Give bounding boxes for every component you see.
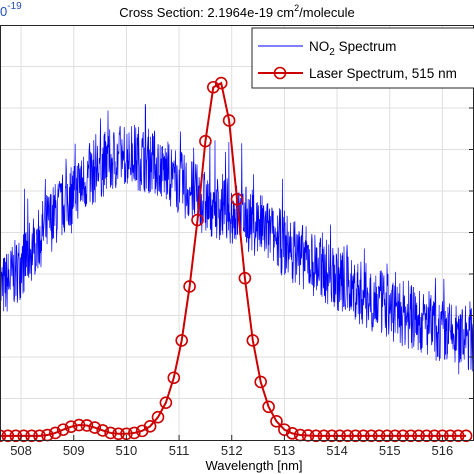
y-exponent-prefix: 0 xyxy=(0,4,7,19)
laser-point xyxy=(349,429,362,443)
laser-point xyxy=(309,429,323,443)
laser-point xyxy=(246,334,260,347)
laser-point xyxy=(96,424,109,437)
laser-point xyxy=(199,134,212,148)
laser-point xyxy=(372,429,386,443)
laser-point xyxy=(0,429,7,443)
legend-no2-sub: 2 xyxy=(329,47,335,58)
laser-point xyxy=(364,429,378,443)
laser-point xyxy=(254,375,268,389)
no2-spectrum-line xyxy=(0,104,474,375)
laser-point xyxy=(159,396,173,409)
laser-point xyxy=(420,429,433,443)
x-ticks: 508 509 510 511 512 513 514 515 516 xyxy=(10,66,474,458)
chart-title: Cross Section: 2.1964e-19 cm2/molecule xyxy=(119,3,355,20)
laser-point xyxy=(222,114,236,127)
legend-laser-label: Laser Spectrum, 515 nm xyxy=(309,66,457,81)
laser-point xyxy=(143,420,157,433)
x-axis-label: Wavelength [nm] xyxy=(205,458,302,473)
laser-point xyxy=(191,213,204,227)
laser-point xyxy=(112,427,125,441)
laser-point xyxy=(175,334,188,347)
laser-point xyxy=(404,429,418,443)
legend-box xyxy=(251,27,474,89)
x-tick-label: 512 xyxy=(221,443,243,458)
chart-title-suffix: /molecule xyxy=(299,5,355,20)
laser-point xyxy=(238,271,252,285)
x-tick-label: 515 xyxy=(379,443,401,458)
x-tick-label: 510 xyxy=(116,443,138,458)
laser-point xyxy=(357,429,370,443)
laser-spectrum-line xyxy=(0,81,467,437)
laser-point xyxy=(48,426,62,440)
laser-point xyxy=(128,426,141,440)
legend-no2-label: NO2 Spectrum xyxy=(309,39,396,58)
laser-point xyxy=(380,429,394,443)
x-tick-label: 509 xyxy=(63,443,85,458)
laser-point xyxy=(17,429,31,443)
laser-point xyxy=(436,429,449,443)
laser-point xyxy=(88,421,102,434)
laser-point xyxy=(428,429,441,443)
laser-point xyxy=(341,429,354,443)
laser-point xyxy=(214,76,228,90)
laser-point xyxy=(33,429,46,443)
laser-point xyxy=(459,429,473,443)
legend-no2-suffix: Spectrum xyxy=(335,39,397,54)
laser-point xyxy=(443,429,457,443)
laser-point xyxy=(183,280,196,293)
laser-point xyxy=(104,426,117,440)
x-tick-label: 516 xyxy=(432,443,454,458)
legend-no2-main: NO xyxy=(309,39,329,54)
laser-point xyxy=(64,420,78,434)
laser-point xyxy=(451,429,465,443)
laser-point xyxy=(167,371,181,385)
laser-point xyxy=(262,400,275,414)
laser-point xyxy=(333,429,347,443)
laser-point xyxy=(230,193,244,206)
laser-point xyxy=(1,429,15,443)
laser-point xyxy=(396,429,410,443)
laser-spectrum-series xyxy=(0,76,473,443)
laser-point xyxy=(72,418,86,432)
laser-point xyxy=(25,429,38,443)
y-exponent: 0-19 xyxy=(0,1,22,19)
laser-point xyxy=(285,427,299,440)
laser-point xyxy=(151,410,165,424)
laser-point xyxy=(270,415,283,428)
legend-laser-marker xyxy=(273,66,287,80)
no2-spectrum-series xyxy=(0,104,474,375)
chart-title-sup: 2 xyxy=(294,3,299,13)
laser-point xyxy=(56,423,70,436)
chart-title-main: Cross Section: 2.1964e-19 cm xyxy=(119,5,294,20)
laser-point xyxy=(412,429,426,443)
x-tick-label: 511 xyxy=(169,443,190,458)
x-tick-label: 508 xyxy=(10,443,32,458)
laser-point xyxy=(317,429,331,443)
y-exponent-power: -19 xyxy=(7,1,22,12)
x-tick-label: 514 xyxy=(326,443,348,458)
legend: NO2 Spectrum Laser Spectrum, 515 nm xyxy=(251,27,474,89)
laser-point xyxy=(80,419,94,432)
x-tick-label: 513 xyxy=(274,443,296,458)
